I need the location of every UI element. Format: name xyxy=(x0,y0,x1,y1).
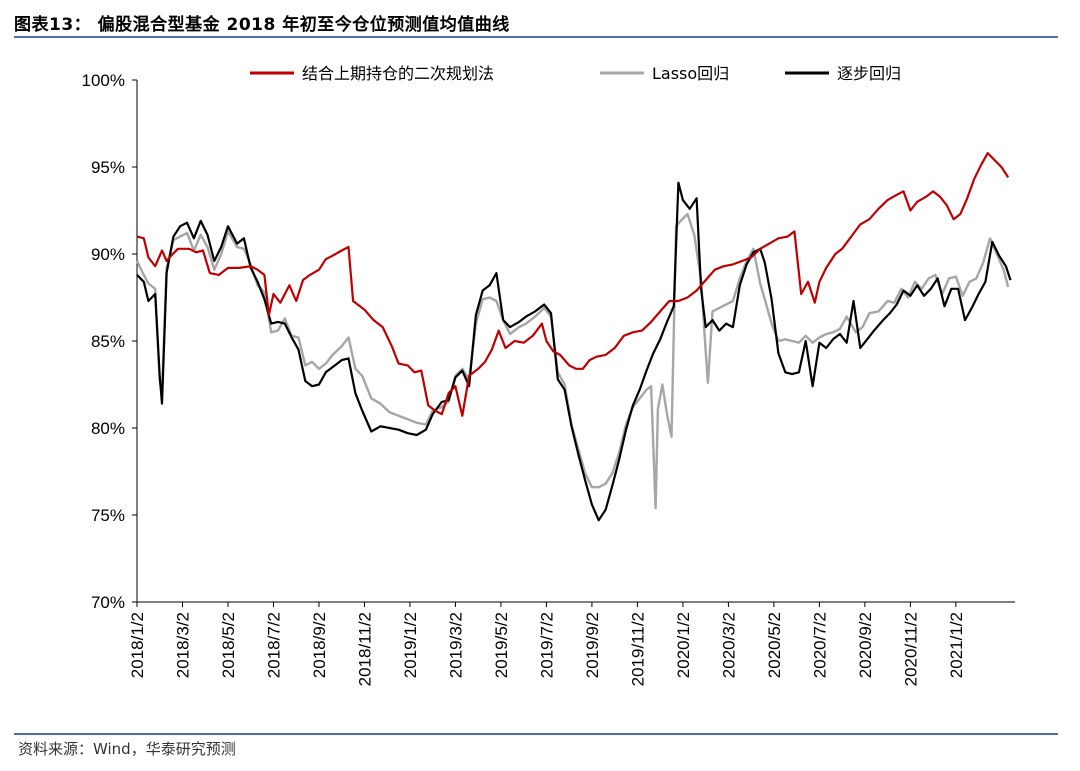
y-tick-label: 95% xyxy=(91,158,125,177)
x-tick-label: 2019/1/2 xyxy=(401,612,420,678)
chart-axes: 70% 75% 80% 85% 90% 95% 100% 2018/1/2 2018/3/2 20… xyxy=(82,71,1015,686)
x-tick-label: 2018/1/2 xyxy=(128,612,147,678)
x-tick-label: 2018/11/2 xyxy=(355,612,374,686)
legend-label-3: 逐步回归 xyxy=(837,64,901,83)
x-tick-label: 2018/3/2 xyxy=(173,612,192,678)
y-tick-label: 90% xyxy=(91,245,125,264)
y-tick-label: 70% xyxy=(91,593,125,612)
figure-title: 图表13： 偏股混合型基金 2018 年初至今仓位预测值均值曲线 xyxy=(14,15,510,35)
series-line-3 xyxy=(136,181,1012,522)
x-tick-label: 2020/1/2 xyxy=(674,612,693,678)
x-tick-label: 2018/7/2 xyxy=(264,612,283,678)
series-line-1 xyxy=(136,152,1010,417)
x-tick-label: 2019/11/2 xyxy=(628,612,647,686)
x-tick-label: 2020/9/2 xyxy=(856,612,875,678)
footer-divider xyxy=(14,733,1058,735)
y-tick-label: 100% xyxy=(82,71,125,90)
y-tick-label: 80% xyxy=(91,419,125,438)
x-tick-label: 2019/3/2 xyxy=(446,612,465,678)
source-note: 资料来源：Wind，华泰研究预测 xyxy=(18,740,236,758)
chart-legend: 结合上期持仓的二次规划法 Lasso回归 逐步回归 xyxy=(250,64,901,83)
x-tick-label: 2019/7/2 xyxy=(537,612,556,678)
series-line-2 xyxy=(135,212,1010,510)
y-tick-label: 75% xyxy=(91,506,125,525)
figure-header: 图表13： 偏股混合型基金 2018 年初至今仓位预测值均值曲线 xyxy=(14,6,1058,36)
x-tick-label: 2021/1/2 xyxy=(947,612,966,678)
x-tick-label: 2019/5/2 xyxy=(492,612,511,678)
x-tick-label: 2019/9/2 xyxy=(583,612,602,678)
y-tick-label: 85% xyxy=(91,332,125,351)
x-tick-label: 2020/5/2 xyxy=(765,612,784,678)
x-tick-label: 2018/5/2 xyxy=(219,612,238,678)
x-tick-label: 2020/3/2 xyxy=(719,612,738,678)
x-tick-label: 2020/7/2 xyxy=(810,612,829,678)
position-line-chart: 70% 75% 80% 85% 90% 95% 100% 2018/1/2 2018/3/2 20… xyxy=(82,64,1015,686)
header-divider xyxy=(14,36,1058,38)
legend-label-2: Lasso回归 xyxy=(652,64,729,83)
legend-label-1: 结合上期持仓的二次规划法 xyxy=(302,64,494,83)
x-tick-label: 2020/11/2 xyxy=(901,612,920,686)
x-tick-label: 2018/9/2 xyxy=(310,612,329,678)
chart-series xyxy=(135,152,1012,522)
